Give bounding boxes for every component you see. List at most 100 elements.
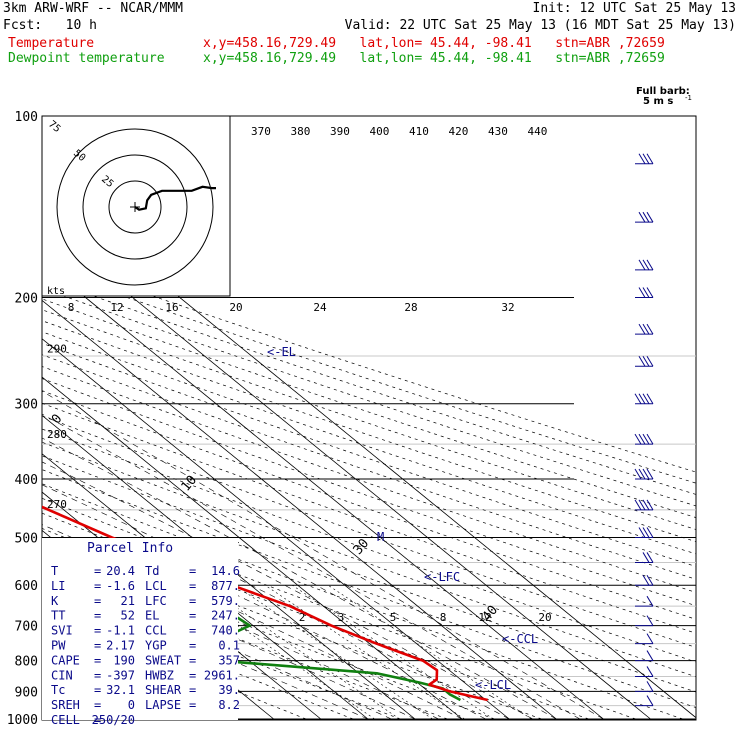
wind-barb-feather — [638, 287, 646, 298]
wind-barb-feather — [646, 468, 654, 480]
mixing-ratio-label: 12 — [478, 611, 491, 624]
dry-adiabat — [42, 298, 696, 518]
wind-barb-feather — [646, 323, 654, 335]
dry-adiabat — [42, 428, 696, 663]
wind-barb-feather — [646, 595, 654, 607]
parcel-info-cell: = — [189, 609, 196, 623]
parcel-info-cell: = — [189, 594, 196, 608]
m-marker: M — [377, 530, 384, 544]
parcel-info-cell: 20.4 — [106, 564, 135, 578]
barb-legend-exponent: -1 — [685, 94, 692, 102]
wind-barb-feather — [646, 615, 654, 626]
parcel-info-cell: = — [189, 624, 196, 638]
parcel-info-cell: SVI — [51, 624, 73, 638]
hodograph-ring — [82, 154, 188, 260]
wind-barb-feather — [646, 259, 654, 271]
parcel-info-cell: EL — [145, 609, 159, 623]
temperature-line — [42, 505, 488, 702]
parcel-info-cell: TT — [51, 609, 65, 623]
init-time: Init: 12 UTC Sat 25 May 13 — [532, 1, 737, 16]
parcel-info-cell: 740. — [211, 624, 240, 638]
pressure-tick-label: 300 — [15, 398, 38, 413]
parcel-info-cell: 8.2 — [218, 698, 240, 712]
theta-label: 400 — [370, 125, 390, 138]
wind-barb-feather — [642, 552, 650, 563]
wind-barb-feather — [634, 393, 642, 404]
theta-label: 370 — [251, 125, 271, 138]
mixing-ratio-label: 28 — [404, 301, 417, 314]
wind-barb — [635, 574, 654, 586]
parcel-info-cell: HWBZ — [145, 668, 174, 682]
theta-label: 280 — [47, 428, 67, 441]
theta-label: 410 — [409, 125, 429, 138]
dry-adiabat — [42, 441, 696, 678]
wind-barb-feather — [646, 153, 654, 165]
theta-label: 270 — [47, 498, 67, 511]
mixing-ratio-label: 8 — [68, 301, 75, 314]
parcel-info-cell: = — [94, 594, 101, 608]
wind-barb — [635, 153, 654, 165]
wind-barb-feather — [642, 527, 650, 538]
pressure-tick-label: 800 — [15, 655, 38, 670]
wind-barb-feather — [642, 574, 650, 586]
wind-barb-feather — [646, 211, 654, 223]
wind-barb-feather — [638, 499, 646, 511]
wind-barb-feather — [642, 323, 650, 335]
dewpoint-legend: Dewpoint temperature — [8, 51, 165, 66]
parcel-info-cell: = — [189, 653, 196, 667]
parcel-info-cell: 0 — [128, 698, 135, 712]
wind-barb-feather — [642, 287, 650, 298]
wind-barb — [635, 259, 654, 271]
parcel-info-cell: = — [94, 653, 101, 667]
forecast-hour: Fcst: 10 h — [3, 18, 97, 33]
ccl-marker: <-CCL — [502, 632, 538, 646]
theta-label: 420 — [449, 125, 469, 138]
temperature-location: x,y=458.16,729.49 lat,lon= 45.44, -98.41… — [203, 36, 665, 51]
dry-adiabat — [42, 366, 696, 593]
wind-barb — [635, 650, 654, 662]
valid-time: Valid: 22 UTC Sat 25 May 13 (16 MDT Sat … — [344, 18, 736, 33]
wind-barb-feather — [646, 574, 654, 586]
wind-barb-feather — [646, 499, 654, 511]
mixing-ratio-label: 8 — [440, 611, 447, 624]
temperature-legend: Temperature — [8, 36, 95, 51]
barb-legend-title: Full barb: — [636, 86, 690, 97]
lcl-marker: <-LCL — [475, 678, 511, 692]
mixing-ratio-label: 5 — [390, 611, 397, 624]
parcel-info-cell: LI — [51, 579, 65, 593]
moist-adiabat — [42, 568, 392, 720]
wind-barb-feather — [638, 259, 646, 271]
wind-barb — [635, 355, 654, 367]
isotherm-label: 0 — [49, 412, 66, 428]
wind-barb-feather — [642, 468, 650, 480]
parcel-info-cell: = — [94, 564, 101, 578]
parcel-info-title: Parcel Info — [87, 541, 173, 556]
wind-barb-feather — [642, 259, 650, 271]
wind-barb — [635, 666, 654, 677]
parcel-info-cell: = — [94, 713, 101, 727]
sounding-curves — [42, 505, 488, 702]
parcel-info-cell: CELL — [51, 713, 80, 727]
wind-barb — [635, 527, 654, 538]
wind-barb-feather — [642, 393, 650, 404]
parcel-info-cell: 190 — [113, 653, 135, 667]
mixing-ratio-label: 12 — [110, 301, 123, 314]
wind-barb-feather — [638, 433, 646, 445]
wind-barbs — [634, 153, 654, 707]
parcel-info-cell: = — [189, 683, 196, 697]
parcel-info-cell: CAPE — [51, 653, 80, 667]
wind-barb — [635, 695, 654, 707]
isotherm — [42, 338, 510, 720]
isotherm — [42, 299, 557, 720]
parcel-info-cell: = — [189, 698, 196, 712]
pressure-tick-label: 1000 — [7, 713, 38, 728]
parcel-info-cell: 39. — [218, 683, 240, 697]
wind-barb — [635, 287, 654, 299]
parcel-info-cell: 2961. — [204, 668, 240, 682]
parcel-info-cell: = — [94, 609, 101, 623]
parcel-info-cell: Td — [145, 564, 159, 578]
dry-adiabat — [42, 469, 696, 708]
